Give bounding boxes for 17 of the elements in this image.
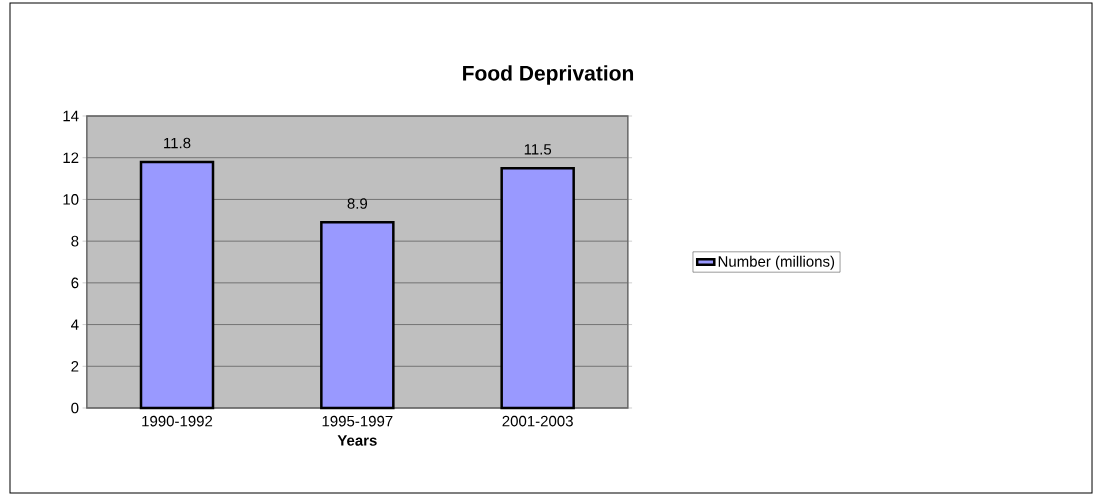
x-axis-title: Years	[337, 435, 377, 446]
data-label: 11.8	[164, 137, 191, 149]
chart-title: Food Deprivation	[463, 65, 634, 85]
y-tick-label: 0	[71, 402, 79, 414]
y-tick-label: 10	[63, 194, 79, 205]
legend-label: Number (millions)	[718, 255, 835, 270]
y-tick-label: 2	[71, 361, 79, 372]
x-tick-label: 1995-1997	[322, 415, 393, 427]
y-tick-label: 8	[71, 235, 79, 247]
y-tick-label: 14	[63, 110, 79, 122]
y-tick-label: 6	[71, 277, 79, 289]
data-label: 8.9	[347, 198, 368, 209]
y-tick-label: 12	[63, 152, 79, 163]
x-tick-label: 1990-1992	[142, 415, 213, 427]
x-tick-label: 2001-2003	[502, 415, 573, 427]
data-label: 11.5	[524, 144, 552, 155]
y-tick-label: 4	[71, 319, 79, 330]
